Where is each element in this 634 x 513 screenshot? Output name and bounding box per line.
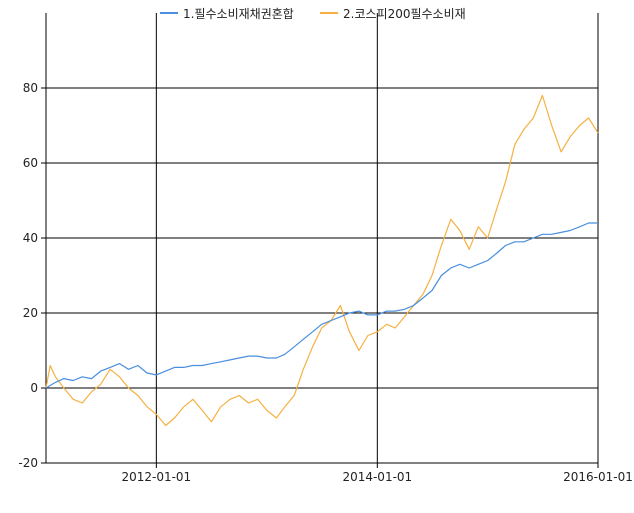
x-tick-label: 2012-01-01 [121,470,191,484]
legend: 1.필수소비재채권혼합 2.코스피200필수소비재 [0,2,634,24]
legend-label-series-1: 1.필수소비재채권혼합 [183,6,294,21]
x-tick-label: 2014-01-01 [342,470,412,484]
y-tick-label: -20 [18,456,38,470]
y-tick-label: 0 [30,381,38,395]
legend-label-series-2: 2.코스피200필수소비재 [343,6,466,21]
series-line-2 [45,94,599,427]
x-tick-label: 2016-01-01 [563,470,633,484]
y-tick-label: 40 [23,231,38,245]
y-tick-label: 60 [23,156,38,170]
series-line-1 [45,222,598,389]
legend-swatch-series-2 [320,12,338,14]
y-tick-label: 80 [23,81,38,95]
legend-swatch-series-1 [160,12,178,14]
y-tick-label: 20 [23,306,38,320]
legend-item-series-1: 1.필수소비재채권혼합 [160,4,294,22]
legend-item-series-2: 2.코스피200필수소비재 [320,4,466,22]
